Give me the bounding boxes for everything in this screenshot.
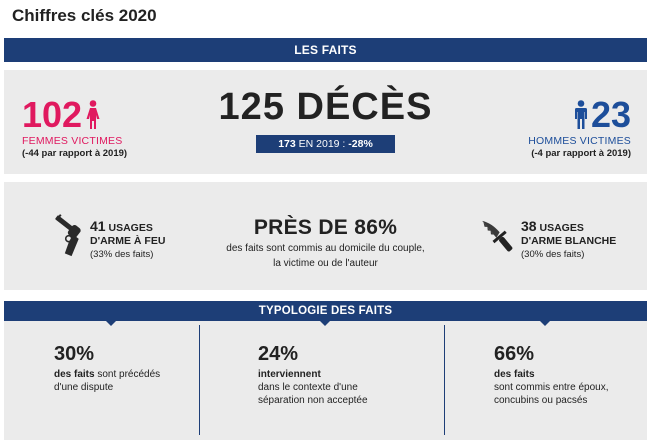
- section-header-typologie: TYPOLOGIE DES FAITS: [4, 301, 647, 321]
- firearm-usage: 41 USAGES D'ARME À FEU (33% des faits): [90, 218, 165, 260]
- deaths-change: -28%: [348, 138, 373, 150]
- header-notch: [320, 321, 330, 326]
- deaths-headline: 125 DÉCÈS: [218, 86, 433, 128]
- blade-share: (30% des faits): [521, 249, 585, 260]
- blade-usage: 38 USAGES D'ARME BLANCHE (30% des faits): [521, 218, 616, 260]
- typology-panel: 30% des faits sont précédés d'une disput…: [4, 321, 647, 440]
- section-header-faits: LES FAITS: [4, 38, 647, 62]
- typology-line3: séparation non acceptée: [258, 395, 368, 406]
- women-victims-block: 102 FEMMES VICTIMES (-44 par rapport à 2…: [22, 94, 128, 160]
- firearm-share: (33% des faits): [90, 249, 154, 260]
- typology-line2: dans le contexte d'une: [258, 382, 358, 393]
- typology-bold-text: des faits: [494, 369, 535, 380]
- typology-line2: sont commis entre époux,: [494, 382, 609, 393]
- column-divider: [444, 325, 445, 435]
- women-victims-label: FEMMES VICTIMES: [22, 135, 123, 147]
- men-victims-label: HOMMES VICTIMES: [528, 135, 631, 147]
- typology-line3: concubins ou pacsés: [494, 395, 588, 406]
- typology-bold-text: interviennent: [258, 369, 321, 380]
- blade-unit: USAGES: [536, 222, 584, 234]
- weapons-panel: 41 USAGES D'ARME À FEU (33% des faits) P…: [4, 182, 647, 290]
- typology-rest-text: sont précédés: [94, 369, 161, 380]
- men-victims-count: 23: [590, 94, 631, 135]
- blade-count: 38: [521, 218, 537, 234]
- home-stat-headline: PRÈS DE 86%: [253, 216, 398, 239]
- typology-item: 66% des faits sont commis entre époux, c…: [494, 343, 609, 407]
- firearm-label: D'ARME À FEU: [90, 235, 166, 247]
- revolver-icon: [55, 214, 81, 257]
- women-victims-count: 102: [22, 94, 83, 135]
- typology-bold-text: des faits: [54, 369, 95, 380]
- page-title: Chiffres clés 2020: [12, 6, 157, 25]
- column-divider: [199, 325, 200, 435]
- blade-label: D'ARME BLANCHE: [521, 235, 617, 247]
- women-victims-change: (-44 par rapport à 2019): [22, 148, 128, 159]
- firearm-count: 41: [90, 218, 106, 234]
- home-stat-line1: des faits sont commis au domicile du cou…: [226, 243, 425, 254]
- home-stat-block: PRÈS DE 86% des faits sont commis au dom…: [4, 216, 647, 270]
- deaths-prev-text: EN 2019 :: [295, 138, 349, 150]
- typology-percent: 30%: [54, 343, 95, 365]
- typology-percent: 24%: [258, 343, 299, 365]
- knife-icon: [482, 220, 513, 252]
- woman-icon: [86, 100, 100, 129]
- typology-item: 24% interviennent dans le contexte d'une…: [258, 343, 368, 407]
- deaths-comparison-badge: 173 EN 2019 : -28%: [256, 135, 395, 153]
- typology-item: 30% des faits sont précédés d'une disput…: [54, 343, 160, 394]
- men-victims-block: 23 HOMMES VICTIMES (-4 par rapport à 201…: [528, 94, 631, 160]
- man-icon: [574, 100, 587, 129]
- men-victims-change: (-4 par rapport à 2019): [531, 148, 631, 159]
- firearm-unit: USAGES: [105, 222, 153, 234]
- deaths-block: 125 DÉCÈS 173 EN 2019 : -28%: [4, 86, 647, 153]
- header-notch: [106, 321, 116, 326]
- header-notch: [540, 321, 550, 326]
- deaths-panel: 102 FEMMES VICTIMES (-44 par rapport à 2…: [4, 70, 647, 174]
- typology-line2: d'une dispute: [54, 382, 114, 393]
- deaths-prev-value: 173: [278, 138, 296, 150]
- typology-percent: 66%: [494, 343, 535, 365]
- home-stat-line2: la victime ou de l'auteur: [273, 258, 378, 269]
